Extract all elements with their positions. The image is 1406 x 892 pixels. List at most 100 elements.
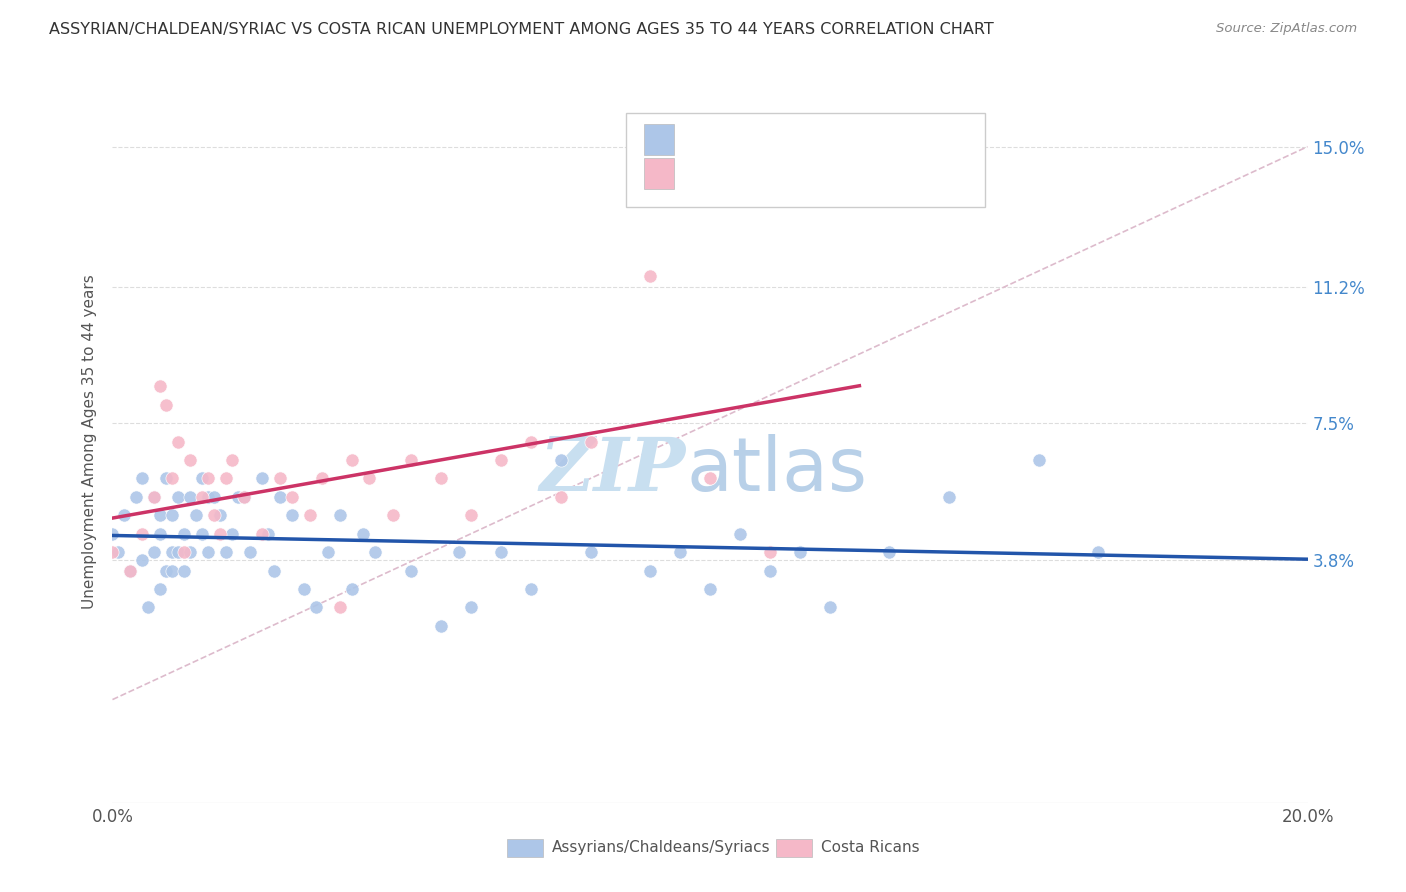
Point <box>179 490 201 504</box>
Point <box>728 526 751 541</box>
FancyBboxPatch shape <box>508 838 543 857</box>
Point <box>263 564 285 578</box>
Point <box>125 490 148 504</box>
Point <box>759 545 782 559</box>
Point <box>382 508 405 523</box>
Point <box>579 545 602 559</box>
Point <box>401 453 423 467</box>
Text: R =: R = <box>692 130 728 148</box>
Point <box>138 600 160 615</box>
Point <box>221 526 243 541</box>
Point <box>305 600 328 615</box>
Point <box>107 545 129 559</box>
Point <box>221 453 243 467</box>
Point <box>167 490 190 504</box>
Point <box>640 564 662 578</box>
Point <box>699 471 721 485</box>
Point <box>848 177 870 191</box>
Point <box>120 564 142 578</box>
FancyBboxPatch shape <box>644 124 675 154</box>
Point <box>131 471 153 485</box>
Point <box>191 490 214 504</box>
Point <box>579 434 602 449</box>
Point <box>131 552 153 566</box>
Point <box>938 490 960 504</box>
Point <box>489 453 512 467</box>
Point <box>1087 545 1109 559</box>
Point <box>269 471 291 485</box>
Point <box>101 545 124 559</box>
Point <box>550 490 572 504</box>
Point <box>364 545 387 559</box>
Point <box>162 564 183 578</box>
Point <box>215 471 238 485</box>
Point <box>197 490 219 504</box>
Point <box>173 526 195 541</box>
Point <box>699 582 721 596</box>
Text: ZIP: ZIP <box>540 434 686 507</box>
Text: Source: ZipAtlas.com: Source: ZipAtlas.com <box>1216 22 1357 36</box>
Text: N =: N = <box>842 164 879 182</box>
FancyBboxPatch shape <box>776 838 811 857</box>
Point <box>460 600 482 615</box>
Point <box>669 545 692 559</box>
Point <box>202 508 225 523</box>
Point <box>167 545 190 559</box>
Point <box>520 582 543 596</box>
Point <box>162 471 183 485</box>
Point <box>143 490 166 504</box>
Point <box>818 600 841 615</box>
Point <box>149 379 172 393</box>
Point <box>879 545 901 559</box>
Point <box>233 490 256 504</box>
Text: ASSYRIAN/CHALDEAN/SYRIAC VS COSTA RICAN UNEMPLOYMENT AMONG AGES 35 TO 44 YEARS C: ASSYRIAN/CHALDEAN/SYRIAC VS COSTA RICAN … <box>49 22 994 37</box>
Text: -0.090: -0.090 <box>740 130 799 148</box>
Point <box>359 471 381 485</box>
Point <box>250 471 273 485</box>
Point <box>340 453 363 467</box>
Point <box>143 490 166 504</box>
Text: 67: 67 <box>887 130 910 148</box>
Point <box>329 600 352 615</box>
Point <box>239 545 262 559</box>
Point <box>430 471 453 485</box>
Point <box>155 564 177 578</box>
Point <box>311 471 333 485</box>
Point <box>173 564 195 578</box>
Point <box>789 545 811 559</box>
Point <box>640 268 662 283</box>
Point <box>281 508 304 523</box>
Point <box>340 582 363 596</box>
Text: Costa Ricans: Costa Ricans <box>821 840 920 855</box>
Point <box>155 471 177 485</box>
Point <box>209 508 232 523</box>
Point <box>449 545 471 559</box>
Point <box>316 545 339 559</box>
Point <box>226 490 249 504</box>
Point <box>430 619 453 633</box>
Point <box>202 490 225 504</box>
FancyBboxPatch shape <box>627 112 986 207</box>
Point <box>489 545 512 559</box>
Text: Assyrians/Chaldeans/Syriacs: Assyrians/Chaldeans/Syriacs <box>553 840 770 855</box>
Point <box>401 564 423 578</box>
Point <box>120 564 142 578</box>
Point <box>1028 453 1050 467</box>
Point <box>162 508 183 523</box>
Y-axis label: Unemployment Among Ages 35 to 44 years: Unemployment Among Ages 35 to 44 years <box>82 274 97 609</box>
Point <box>233 490 256 504</box>
Point <box>197 545 219 559</box>
Point <box>191 526 214 541</box>
Point <box>292 582 315 596</box>
Point <box>520 434 543 449</box>
Point <box>281 490 304 504</box>
FancyBboxPatch shape <box>644 158 675 189</box>
Point <box>215 545 238 559</box>
Point <box>167 434 190 449</box>
Point <box>143 545 166 559</box>
Point <box>101 526 124 541</box>
Point <box>460 508 482 523</box>
Point <box>179 545 201 559</box>
Point <box>250 526 273 541</box>
Point <box>186 508 208 523</box>
